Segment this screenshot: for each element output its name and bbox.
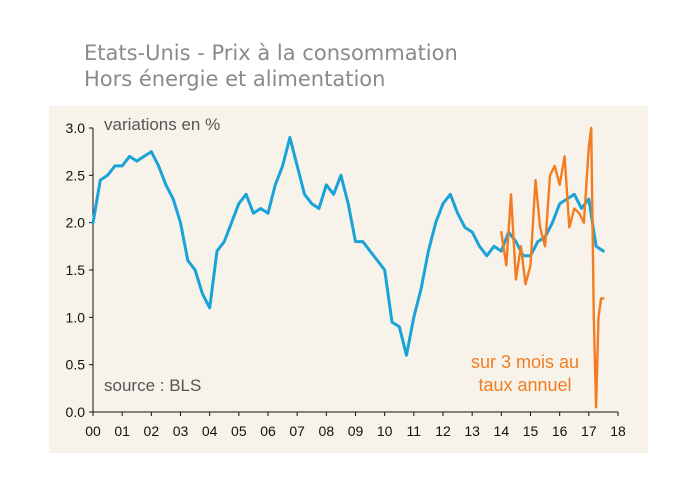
x-tick-label: 11 [407, 423, 422, 439]
x-tick-label: 06 [260, 423, 276, 439]
y-tick-label: 2.5 [66, 167, 86, 183]
x-tick-label: 13 [464, 423, 480, 439]
x-tick-label: 04 [202, 423, 218, 439]
x-tick-label: 16 [552, 423, 568, 439]
x-tick-label: 00 [85, 423, 101, 439]
y-tick-label: 0.0 [66, 404, 86, 420]
y-tick-label: 1.5 [66, 262, 86, 278]
plot-panel [49, 106, 648, 453]
y-tick-label: 1.0 [66, 309, 86, 325]
chart-title-line-2: Hors énergie et alimentation [84, 67, 386, 91]
x-tick-label: 02 [144, 423, 160, 439]
x-tick-label: 12 [435, 423, 451, 439]
chart-title: Etats-Unis - Prix à la consommation Hors… [84, 40, 458, 92]
x-tick-label: 14 [494, 423, 510, 439]
y-tick-label: 3.0 [66, 120, 86, 136]
x-tick-label: 08 [319, 423, 335, 439]
x-tick-label: 15 [523, 423, 539, 439]
x-tick-label: 10 [377, 423, 393, 439]
x-tick-label: 09 [348, 423, 364, 439]
x-tick-label: 17 [581, 423, 597, 439]
chart-title-line-1: Etats-Unis - Prix à la consommation [84, 41, 458, 65]
y-tick-label: 2.0 [66, 215, 86, 231]
series-annotation-line-2: taux annuel [478, 375, 571, 395]
x-tick-label: 18 [610, 423, 626, 439]
x-tick-label: 07 [289, 423, 305, 439]
units-annotation: variations en % [104, 115, 220, 134]
series-line-core-cpi-yoy [91, 136, 605, 357]
x-tick-label: 01 [114, 423, 130, 439]
y-tick-label: 0.5 [66, 357, 86, 373]
series-line-3m-annualized [500, 126, 605, 409]
source-annotation: source : BLS [104, 376, 201, 395]
x-tick-label: 03 [173, 423, 189, 439]
x-tick-label: 05 [231, 423, 247, 439]
series-annotation-line-1: sur 3 mois au [471, 352, 579, 372]
